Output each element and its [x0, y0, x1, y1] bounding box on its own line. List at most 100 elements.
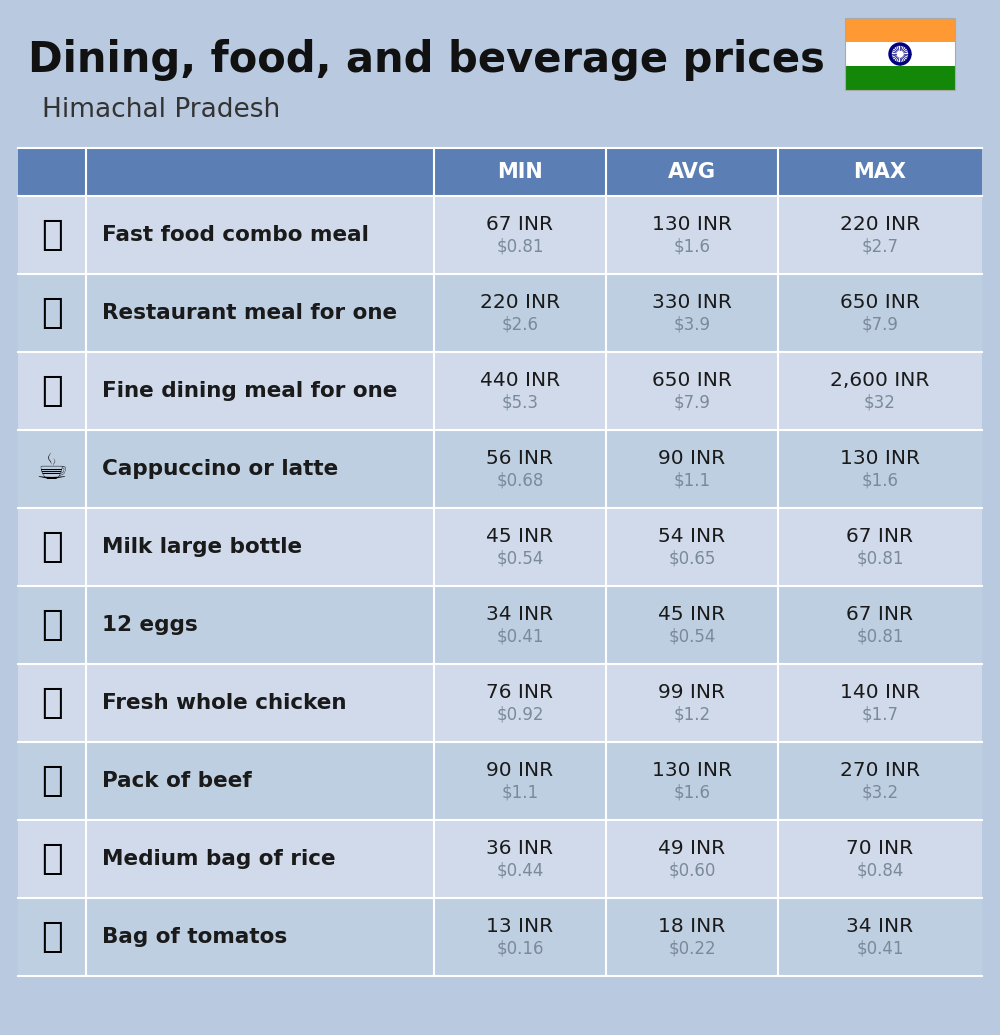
Text: $0.60: $0.60 — [668, 862, 716, 880]
Text: $7.9: $7.9 — [862, 316, 898, 333]
Text: $0.16: $0.16 — [496, 940, 544, 957]
Text: 140 INR: 140 INR — [840, 683, 920, 703]
Text: $2.7: $2.7 — [862, 238, 898, 256]
Text: 67 INR: 67 INR — [846, 605, 914, 624]
Bar — [18, 742, 982, 820]
Text: 130 INR: 130 INR — [652, 762, 732, 780]
Text: 90 INR: 90 INR — [486, 762, 554, 780]
Text: 45 INR: 45 INR — [658, 605, 726, 624]
Text: ☕: ☕ — [36, 452, 68, 486]
Bar — [845, 18, 955, 42]
Text: $1.7: $1.7 — [862, 706, 898, 723]
Circle shape — [893, 47, 908, 61]
Bar — [18, 148, 982, 196]
Text: 76 INR: 76 INR — [486, 683, 554, 703]
Text: $1.6: $1.6 — [674, 238, 710, 256]
Text: 330 INR: 330 INR — [652, 293, 732, 313]
Text: 🐔: 🐔 — [41, 686, 63, 720]
Text: 67 INR: 67 INR — [846, 528, 914, 546]
Text: 🥚: 🥚 — [41, 608, 63, 642]
Text: 12 eggs: 12 eggs — [102, 615, 198, 635]
Bar — [18, 352, 982, 430]
Text: 270 INR: 270 INR — [840, 762, 920, 780]
Text: 34 INR: 34 INR — [486, 605, 554, 624]
Text: $0.54: $0.54 — [496, 550, 544, 568]
Text: $1.1: $1.1 — [501, 783, 539, 802]
Text: 56 INR: 56 INR — [486, 449, 554, 469]
Text: $0.81: $0.81 — [856, 627, 904, 646]
Text: 70 INR: 70 INR — [846, 839, 914, 858]
Text: 13 INR: 13 INR — [486, 917, 554, 937]
Text: Fresh whole chicken: Fresh whole chicken — [102, 693, 347, 713]
Text: $1.2: $1.2 — [673, 706, 711, 723]
Text: MIN: MIN — [497, 162, 543, 182]
Text: 36 INR: 36 INR — [486, 839, 554, 858]
Text: Medium bag of rice: Medium bag of rice — [102, 849, 336, 869]
Text: 90 INR: 90 INR — [658, 449, 726, 469]
Text: $32: $32 — [864, 393, 896, 412]
Text: $0.41: $0.41 — [856, 940, 904, 957]
Text: 99 INR: 99 INR — [658, 683, 726, 703]
Bar — [18, 274, 982, 352]
Text: 130 INR: 130 INR — [840, 449, 920, 469]
Bar — [18, 508, 982, 586]
Bar — [18, 898, 982, 976]
Text: $7.9: $7.9 — [674, 393, 710, 412]
Text: $0.41: $0.41 — [496, 627, 544, 646]
Text: $0.92: $0.92 — [496, 706, 544, 723]
Text: 45 INR: 45 INR — [486, 528, 554, 546]
Text: $0.68: $0.68 — [496, 472, 544, 490]
Text: $1.1: $1.1 — [673, 472, 711, 490]
Text: Himachal Pradesh: Himachal Pradesh — [42, 97, 280, 123]
Text: 🍳: 🍳 — [41, 296, 63, 330]
Text: $3.2: $3.2 — [861, 783, 899, 802]
Text: AVG: AVG — [668, 162, 716, 182]
Text: $0.65: $0.65 — [668, 550, 716, 568]
Text: 🥛: 🥛 — [41, 530, 63, 564]
Text: $0.81: $0.81 — [496, 238, 544, 256]
Text: 650 INR: 650 INR — [652, 372, 732, 390]
Bar — [18, 586, 982, 664]
Text: 🍅: 🍅 — [41, 920, 63, 954]
Text: $0.44: $0.44 — [496, 862, 544, 880]
Text: 18 INR: 18 INR — [658, 917, 726, 937]
Text: 🍔: 🍔 — [41, 218, 63, 252]
Text: 54 INR: 54 INR — [658, 528, 726, 546]
Text: 🍽: 🍽 — [41, 374, 63, 408]
Text: 🥩: 🥩 — [41, 764, 63, 798]
Text: 220 INR: 220 INR — [480, 293, 560, 313]
Text: 650 INR: 650 INR — [840, 293, 920, 313]
Text: Dining, food, and beverage prices: Dining, food, and beverage prices — [28, 39, 825, 81]
Text: 440 INR: 440 INR — [480, 372, 560, 390]
Text: 130 INR: 130 INR — [652, 215, 732, 234]
Circle shape — [889, 43, 911, 65]
Text: Cappuccino or latte: Cappuccino or latte — [102, 459, 338, 479]
Text: Bag of tomatos: Bag of tomatos — [102, 927, 287, 947]
Text: 2,600 INR: 2,600 INR — [830, 372, 930, 390]
Text: Milk large bottle: Milk large bottle — [102, 537, 302, 557]
Text: $2.6: $2.6 — [502, 316, 538, 333]
Text: Restaurant meal for one: Restaurant meal for one — [102, 303, 397, 323]
Text: Fast food combo meal: Fast food combo meal — [102, 225, 369, 245]
Bar — [18, 820, 982, 898]
Bar — [845, 42, 955, 66]
Text: $0.54: $0.54 — [668, 627, 716, 646]
Bar — [18, 664, 982, 742]
Text: MAX: MAX — [854, 162, 906, 182]
Bar — [845, 66, 955, 90]
Text: Fine dining meal for one: Fine dining meal for one — [102, 381, 397, 401]
Text: Pack of beef: Pack of beef — [102, 771, 252, 791]
Text: $0.22: $0.22 — [668, 940, 716, 957]
Text: $0.81: $0.81 — [856, 550, 904, 568]
Text: $1.6: $1.6 — [674, 783, 710, 802]
Text: $1.6: $1.6 — [862, 472, 898, 490]
Text: 34 INR: 34 INR — [846, 917, 914, 937]
Text: $0.84: $0.84 — [856, 862, 904, 880]
Bar — [18, 196, 982, 274]
Text: 220 INR: 220 INR — [840, 215, 920, 234]
Bar — [18, 430, 982, 508]
Text: $5.3: $5.3 — [502, 393, 538, 412]
Text: 🍚: 🍚 — [41, 842, 63, 876]
Text: 49 INR: 49 INR — [658, 839, 726, 858]
Text: $3.9: $3.9 — [674, 316, 710, 333]
